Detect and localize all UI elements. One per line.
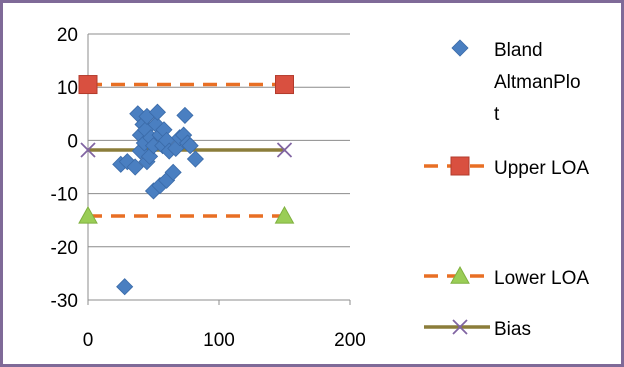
- legend-label: Bland: [494, 40, 543, 61]
- y-tick-label: -20: [51, 238, 78, 259]
- data-point-series-3-stroke: [80, 142, 96, 158]
- data-point-series-0: [176, 106, 194, 124]
- legend-marker-3-stroke: [452, 319, 468, 335]
- data-point-series-0: [181, 137, 199, 155]
- data-point-series-0: [164, 163, 182, 181]
- data-point-series-1: [275, 75, 294, 95]
- legend-marker-1: [450, 156, 470, 176]
- legend-marker-2: [450, 265, 470, 284]
- data-point-series-2: [78, 205, 98, 224]
- data-point-series-0: [148, 103, 166, 121]
- data-point-series-0: [126, 158, 144, 176]
- legend-label: t: [494, 104, 500, 125]
- y-tick-label: 0: [67, 131, 78, 152]
- data-point-series-3: [80, 142, 96, 158]
- data-point-series-3-stroke: [276, 142, 293, 158]
- legend-label: Upper LOA: [494, 158, 589, 179]
- data-point-series-3: [276, 142, 293, 158]
- legend-marker-3: [452, 319, 468, 335]
- data-point-series-0: [186, 150, 204, 168]
- legend-marker-0: [451, 39, 469, 57]
- y-tick-label: 20: [57, 25, 78, 46]
- y-tick-label: 10: [57, 78, 78, 99]
- x-tick-label: 200: [334, 330, 366, 351]
- legend-label: Lower LOA: [494, 268, 589, 289]
- x-tick-label: 100: [203, 330, 235, 351]
- legend-label: Bias: [494, 319, 531, 340]
- data-point-series-1: [78, 75, 98, 95]
- data-point-series-2: [274, 205, 295, 224]
- y-tick-label: -10: [51, 185, 78, 206]
- legend-label: AltmanPlo: [494, 72, 581, 93]
- x-tick-label: 0: [83, 330, 94, 351]
- data-point-series-0: [116, 278, 134, 296]
- y-tick-label: -30: [51, 291, 78, 312]
